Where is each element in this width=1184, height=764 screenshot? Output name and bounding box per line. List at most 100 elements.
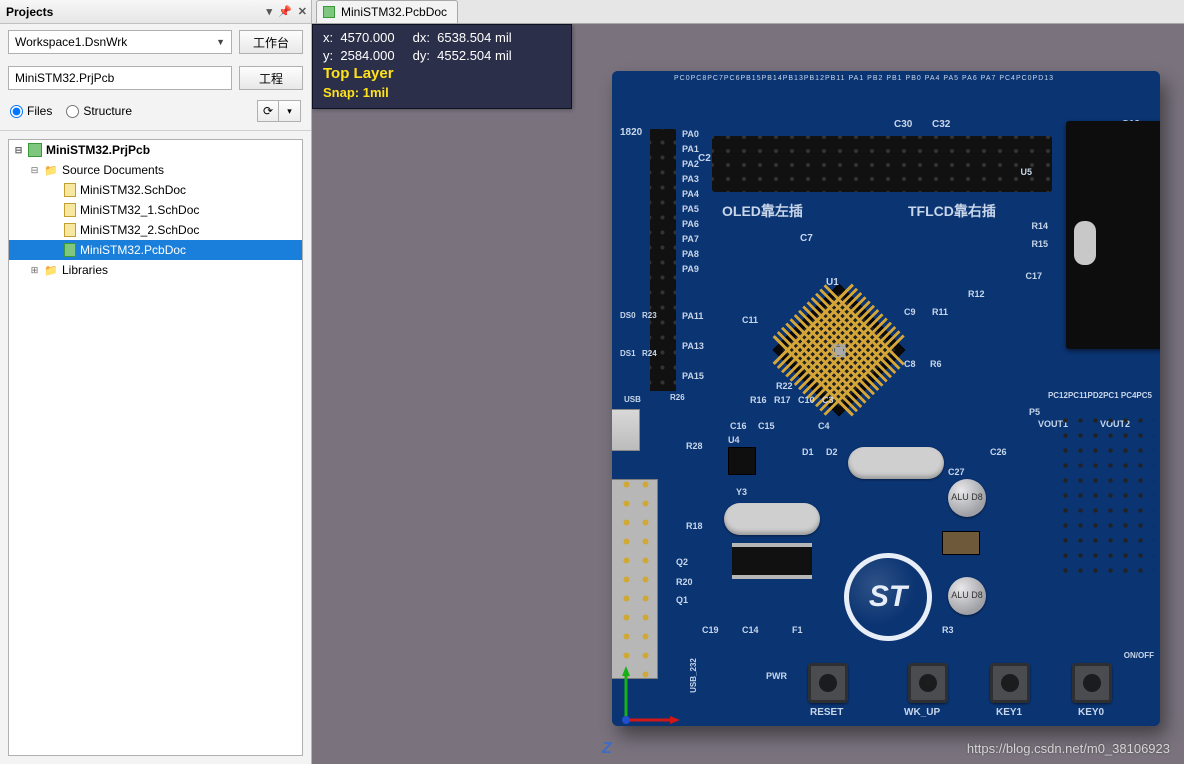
- schematic-icon: [64, 223, 76, 237]
- folder-icon: 📁: [44, 263, 58, 277]
- silk-r18: R18: [686, 521, 703, 531]
- silk-pa13: PA13: [682, 341, 704, 351]
- silk-pa8: PA8: [682, 249, 699, 259]
- workspace-button[interactable]: 工作台: [239, 30, 303, 54]
- silk-key0: KEY0: [1078, 707, 1104, 718]
- silk-pa15: PA15: [682, 371, 704, 381]
- project-icon: [28, 143, 42, 157]
- crystal-y3: [724, 503, 820, 535]
- tree-doc-sch2-label: MiniSTM32_2.SchDoc: [80, 223, 199, 237]
- silk-c4: C4: [818, 421, 830, 431]
- project-button[interactable]: 工程: [239, 66, 303, 90]
- silk-usb232: USB_232: [689, 658, 698, 693]
- silk-u4: U4: [728, 435, 740, 445]
- pcb-icon: [64, 243, 76, 257]
- tree-doc-sch1[interactable]: MiniSTM32_1.SchDoc: [9, 200, 302, 220]
- hud-snap: Snap: 1mil: [323, 84, 561, 102]
- silk-c3: C3: [822, 395, 834, 405]
- capacitor-c27: ALU D8: [948, 479, 986, 517]
- silk-ds0: DS0: [620, 311, 636, 320]
- silk-c26: C26: [990, 447, 1007, 457]
- silk-r3: R3: [942, 625, 954, 635]
- silk-pa6: PA6: [682, 219, 699, 229]
- schematic-icon: [64, 183, 76, 197]
- tree-project-root[interactable]: ⊟ MiniSTM32.PrjPcb: [9, 140, 302, 160]
- radio-structure-input[interactable]: [66, 105, 79, 118]
- silk-q1: Q1: [676, 595, 688, 605]
- silk-1820: 1820: [620, 127, 642, 138]
- silk-f1: F1: [792, 625, 803, 635]
- silk-u1: U1: [826, 277, 839, 288]
- silk-r16: R16: [750, 395, 767, 405]
- silk-pa0: PA0: [682, 129, 699, 139]
- cap-text: ALU D8: [951, 493, 983, 502]
- hud-y-val: 2584.000: [340, 48, 394, 63]
- soic-chip: [732, 547, 812, 575]
- silk-c16: C16: [730, 421, 747, 431]
- panel-pin-icon[interactable]: 📌: [278, 5, 292, 18]
- st-logo: ST: [844, 553, 932, 641]
- options-chevron-icon[interactable]: ▾: [279, 100, 301, 122]
- collapse-icon[interactable]: ⊟: [29, 165, 40, 176]
- silk-c10: C10: [798, 395, 815, 405]
- document-area: MiniSTM32.PcbDoc x: 4570.000 dx: 6538.50…: [312, 0, 1184, 764]
- silk-r22: R22: [776, 381, 793, 391]
- silk-top-edge: PC0PC8PC7PC6PB15PB14PB13PB12PB11 PA1 PB2…: [674, 75, 1054, 82]
- tree-doc-sch[interactable]: MiniSTM32.SchDoc: [9, 180, 302, 200]
- silk-c30: C30: [894, 119, 912, 130]
- radio-files-label: Files: [27, 104, 52, 118]
- module-crystal: [1074, 221, 1096, 265]
- silk-c15: C15: [758, 421, 775, 431]
- cap-text: ALU D8: [951, 591, 983, 600]
- panel-close-icon[interactable]: ✕: [298, 5, 307, 18]
- hud-x-val: 4570.000: [340, 30, 394, 45]
- radio-files-input[interactable]: [10, 105, 23, 118]
- document-tab[interactable]: MiniSTM32.PcbDoc: [316, 0, 458, 23]
- tree-folder-sources[interactable]: ⊟ 📁 Source Documents: [9, 160, 302, 180]
- ic-u4: [728, 447, 756, 475]
- silk-c27: C27: [948, 467, 965, 477]
- silk-reset: RESET: [810, 707, 843, 718]
- silk-p5: P5: [1029, 407, 1040, 417]
- pcb-3d-canvas[interactable]: x: 4570.000 dx: 6538.504 mil y: 2584.000…: [312, 24, 1184, 764]
- project-combo[interactable]: MiniSTM32.PrjPcb ▼: [8, 66, 232, 90]
- tree-folder-libraries[interactable]: ⊞ 📁 Libraries: [9, 260, 302, 280]
- panel-dropdown-icon[interactable]: ▾: [267, 5, 273, 18]
- coordinate-hud: x: 4570.000 dx: 6538.504 mil y: 2584.000…: [312, 24, 572, 109]
- silk-r24: R24: [642, 349, 657, 358]
- watermark: https://blog.csdn.net/m0_38106923: [967, 741, 1170, 756]
- silk-c19: C19: [702, 625, 719, 635]
- workspace-combo[interactable]: Workspace1.DsnWrk ▼: [8, 30, 232, 54]
- projects-panel-title-bar: Projects ▾ 📌 ✕: [0, 0, 311, 24]
- collapse-icon[interactable]: ⊟: [13, 145, 24, 156]
- axis-z-label: Z: [602, 740, 612, 758]
- silk-pa4: PA4: [682, 189, 699, 199]
- silk-c32: C32: [932, 119, 950, 130]
- silk-pa3: PA3: [682, 174, 699, 184]
- st-logo-text: ST: [869, 580, 907, 614]
- radio-files[interactable]: Files: [10, 104, 52, 118]
- silk-r14: R14: [1031, 221, 1048, 231]
- ic-sot: [942, 531, 980, 555]
- silk-ds1: DS1: [620, 349, 636, 358]
- document-tab-label: MiniSTM32.PcbDoc: [341, 5, 447, 19]
- tree-doc-pcb[interactable]: MiniSTM32.PcbDoc: [9, 240, 302, 260]
- hud-dx-label: dx:: [413, 30, 430, 45]
- workspace-row: Workspace1.DsnWrk ▼ 工作台: [0, 24, 311, 60]
- tree-doc-sch2[interactable]: MiniSTM32_2.SchDoc: [9, 220, 302, 240]
- silk-c14: C14: [742, 625, 759, 635]
- silk-pa1: PA1: [682, 144, 699, 154]
- workspace-combo-value: Workspace1.DsnWrk: [15, 35, 127, 49]
- refresh-icon[interactable]: ⟳: [257, 100, 279, 122]
- project-tree: ⊟ MiniSTM32.PrjPcb ⊟ 📁 Source Documents: [8, 139, 303, 756]
- silk-r28: R28: [686, 441, 703, 451]
- radio-structure-label: Structure: [83, 104, 132, 118]
- silk-onoff: ON/OFF: [1124, 651, 1154, 660]
- silk-c8: C8: [904, 359, 916, 369]
- project-row: MiniSTM32.PrjPcb ▼ 工程: [0, 60, 311, 96]
- silk-tflcd: TFLCD靠右插: [908, 201, 996, 221]
- tree-doc-sch-label: MiniSTM32.SchDoc: [80, 183, 186, 197]
- mcu-chip-logo: ▣: [793, 304, 885, 396]
- radio-structure[interactable]: Structure: [66, 104, 132, 118]
- expand-icon[interactable]: ⊞: [29, 265, 40, 276]
